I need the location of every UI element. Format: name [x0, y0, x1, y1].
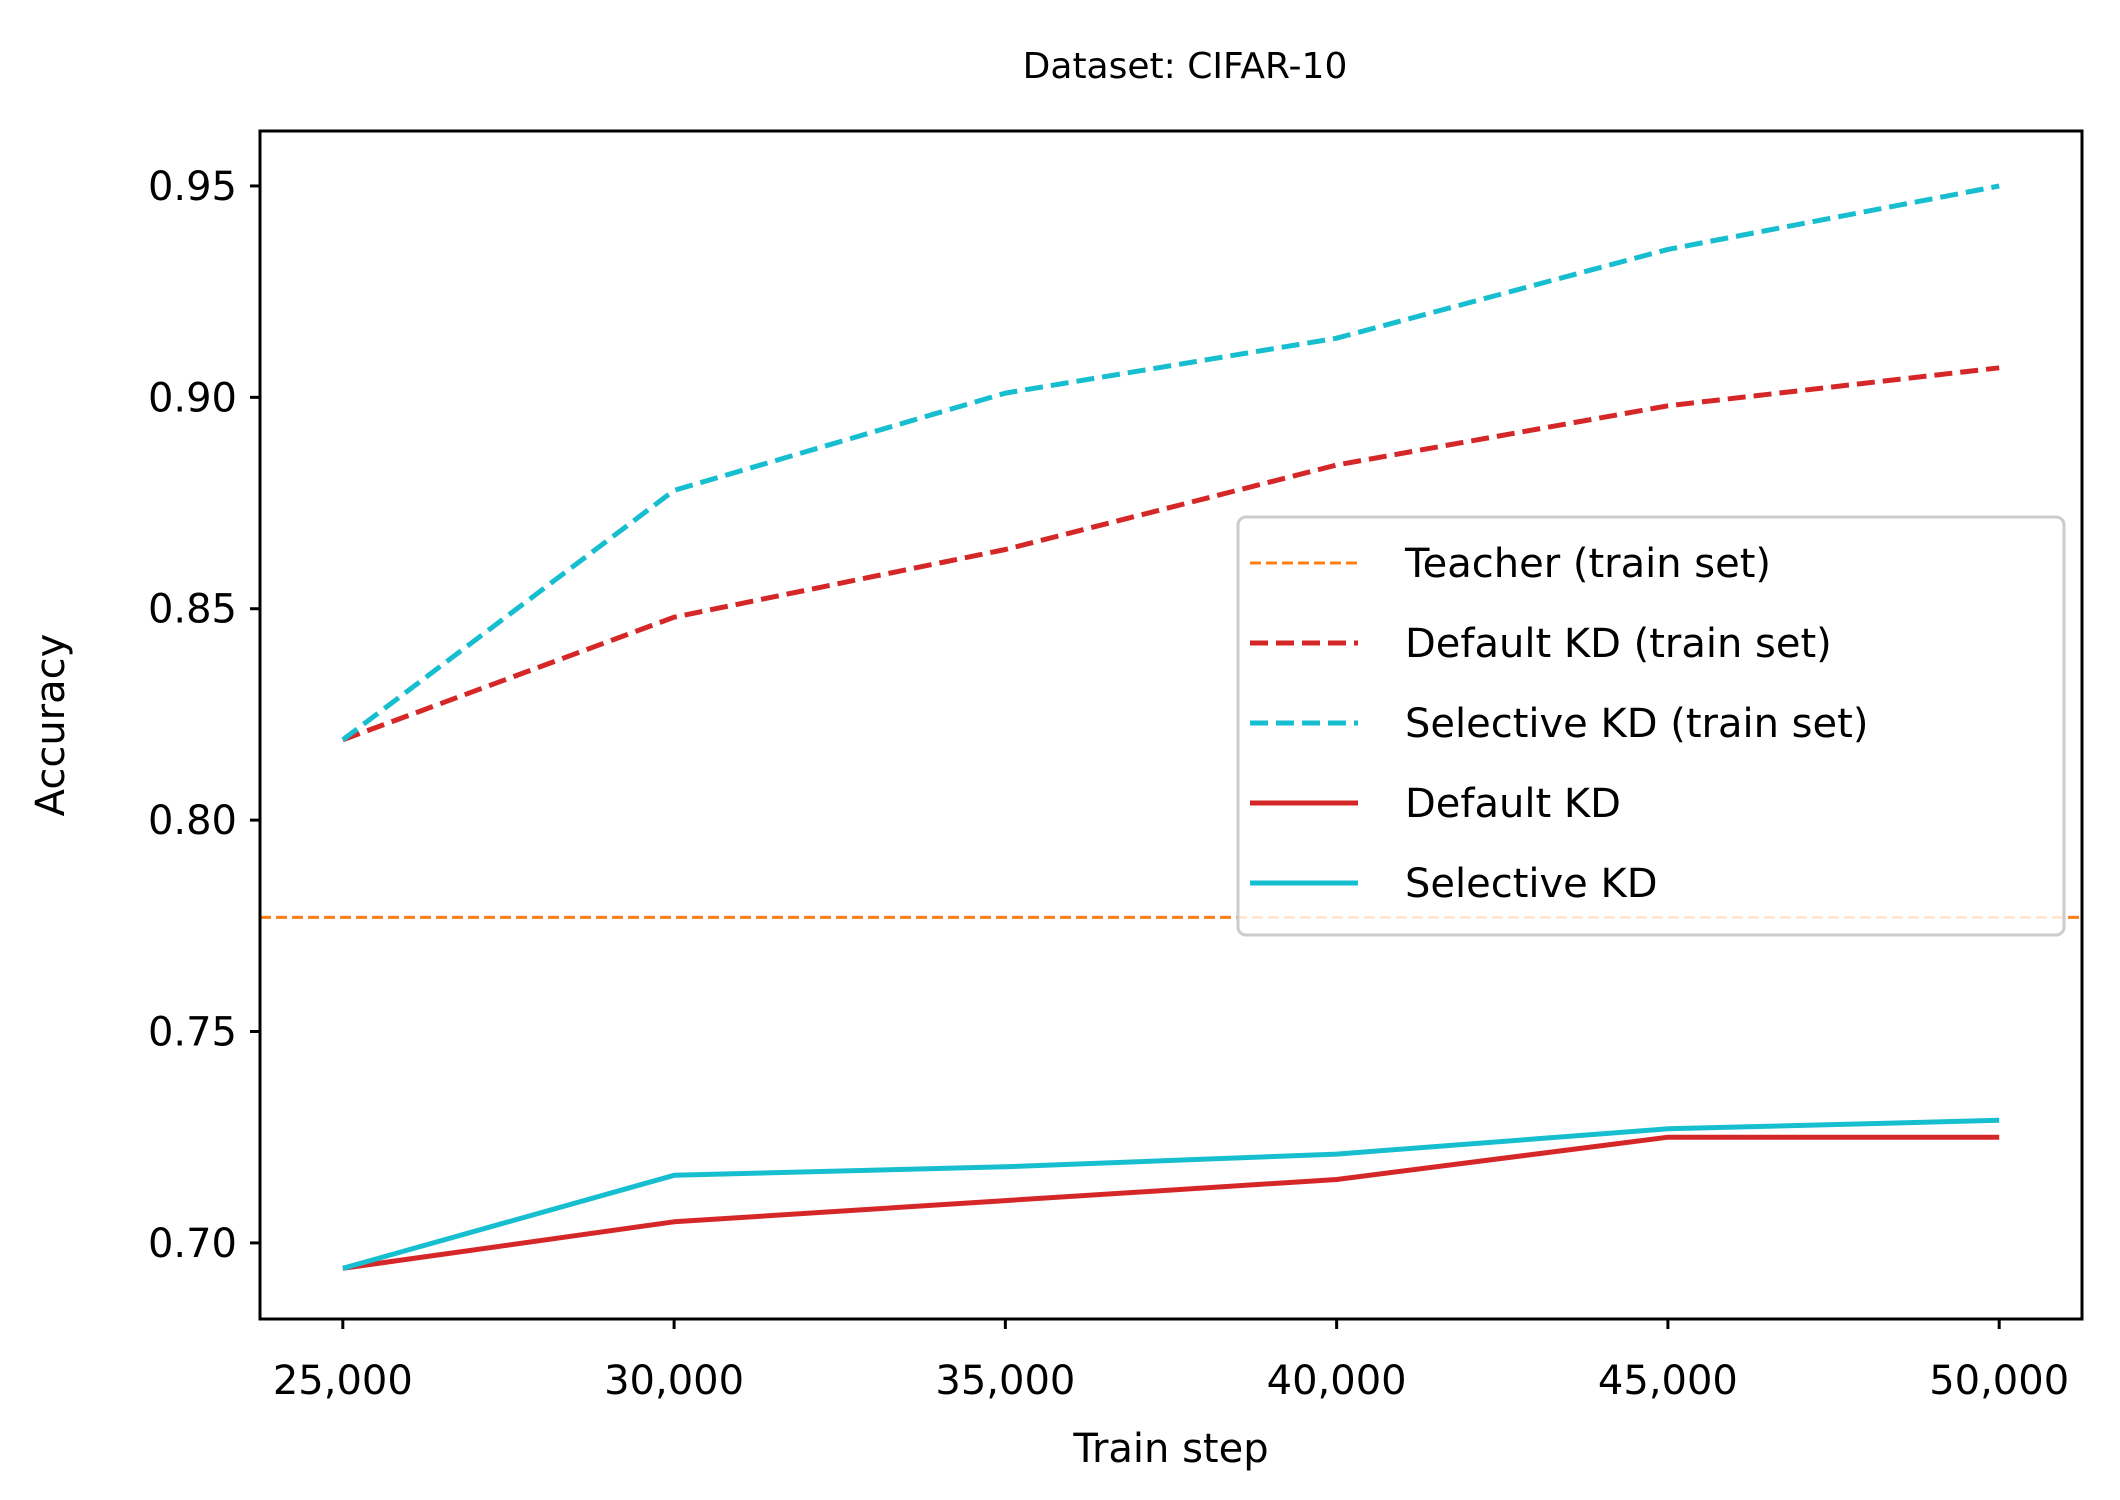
legend-label-selective-kd-train-set: Selective KD (train set): [1405, 701, 1868, 747]
x-tick-label: 25,000: [273, 1358, 413, 1404]
legend-label-default-kd-train-set: Default KD (train set): [1405, 621, 1832, 667]
legend-box: [1236, 515, 2066, 937]
y-axis-label: Accuracy: [28, 634, 74, 817]
x-axis-label: Train step: [1072, 1426, 1268, 1472]
y-tick-label: 0.75: [148, 1010, 237, 1056]
y-tick-label: 0.70: [148, 1221, 237, 1267]
legend: Teacher (train set) Default KD (train set…: [1236, 515, 2066, 937]
y-tick-label: 0.95: [148, 164, 237, 210]
chart-title: Dataset: CIFAR-10: [1023, 46, 1348, 87]
legend-label-default-kd: Default KD: [1405, 781, 1621, 827]
x-tick-label: 45,000: [1598, 1358, 1738, 1404]
series-line-default-kd-train-set: [341, 365, 2000, 743]
series-line-selective-kd: [342, 1117, 2000, 1271]
x-tick-label: 40,000: [1267, 1358, 1407, 1404]
y-tick-label: 0.90: [148, 375, 237, 421]
plot-frame: [258, 129, 2084, 1321]
x-tick-label: 35,000: [935, 1358, 1075, 1404]
legend-label-teacher-train-set: Teacher (train set): [1404, 541, 1771, 587]
series-line-selective-kd-train-set: [341, 183, 2000, 742]
x-tick-label: 50,000: [1929, 1358, 2069, 1404]
y-tick-label: 0.85: [148, 587, 237, 633]
series-line-default-kd: [342, 1134, 2000, 1271]
y-tick-label: 0.80: [148, 798, 237, 844]
legend-label-selective-kd: Selective KD: [1405, 861, 1658, 907]
x-tick-label: 30,000: [604, 1358, 744, 1404]
